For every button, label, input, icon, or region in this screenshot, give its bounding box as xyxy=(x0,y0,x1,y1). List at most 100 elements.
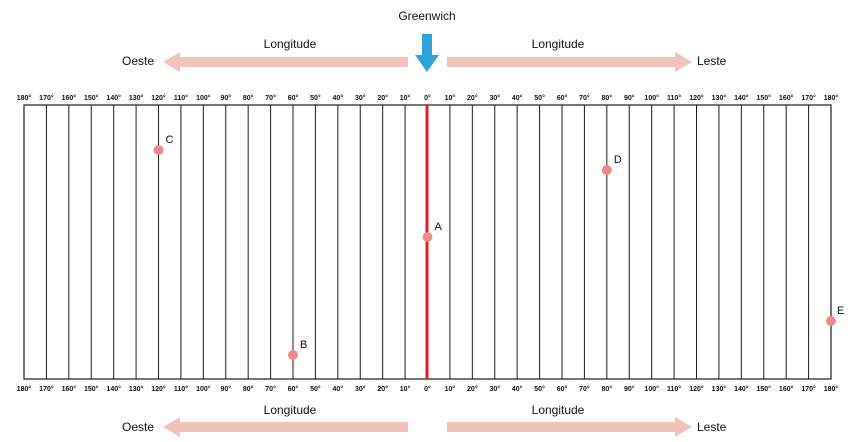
tick-label-top: 50° xyxy=(310,94,321,102)
tick-label-top: 60° xyxy=(557,94,568,102)
tick-label-top: 40° xyxy=(333,94,344,102)
tick-label-bottom: 150° xyxy=(757,385,772,393)
tick-label-bottom: 60° xyxy=(288,385,299,393)
longitude-label-top-right: Longitude xyxy=(532,37,585,51)
tick-label-top: 30° xyxy=(355,94,366,102)
tick-label-top: 110° xyxy=(667,94,681,102)
tick-label-bottom: 100° xyxy=(196,385,211,393)
tick-label-top: 10° xyxy=(445,94,456,102)
point-b-label: B xyxy=(300,339,307,351)
east-label-bottom: Leste xyxy=(697,420,727,434)
tick-label-bottom: 120° xyxy=(151,385,166,393)
tick-label-bottom: 70° xyxy=(265,385,276,393)
tick-label-top: 20° xyxy=(467,94,478,102)
tick-label-top: 100° xyxy=(644,94,659,102)
tick-label-top: 60° xyxy=(288,94,299,102)
tick-label-top: 140° xyxy=(106,94,121,102)
tick-label-top: 50° xyxy=(534,94,545,102)
tick-label-top: 40° xyxy=(512,94,523,102)
tick-label-bottom: 20° xyxy=(467,385,478,393)
tick-label-top: 80° xyxy=(243,94,254,102)
longitude-label-bottom-left: Longitude xyxy=(264,403,317,417)
tick-label-top: 170° xyxy=(801,94,816,102)
point-e-label: E xyxy=(837,305,844,317)
greenwich-arrow xyxy=(415,34,439,72)
tick-label-bottom: 80° xyxy=(602,385,613,393)
tick-label-top: 130° xyxy=(129,94,144,102)
tick-label-top: 130° xyxy=(712,94,727,102)
point-a-label: A xyxy=(435,221,443,233)
point-a-marker xyxy=(422,232,433,242)
longitude-label-bottom-right: Longitude xyxy=(532,403,585,417)
tick-label-top: 0° xyxy=(424,94,431,102)
longitude-label-top-left: Longitude xyxy=(264,37,317,51)
tick-label-bottom: 20° xyxy=(377,385,388,393)
tick-label-bottom: 160° xyxy=(779,385,794,393)
tick-label-bottom: 100° xyxy=(644,385,659,393)
tick-label-top: 140° xyxy=(734,94,749,102)
tick-label-bottom: 140° xyxy=(734,385,749,393)
tick-label-bottom: 30° xyxy=(489,385,500,393)
points-layer: A B C D E xyxy=(153,134,844,360)
point-b-marker xyxy=(288,350,298,360)
tick-label-bottom: 90° xyxy=(624,385,635,393)
tick-label-bottom: 10° xyxy=(445,385,456,393)
tick-label-top: 100° xyxy=(196,94,211,102)
tick-label-top: 30° xyxy=(489,94,500,102)
west-arrow-bottom xyxy=(163,417,408,437)
west-label-top: Oeste xyxy=(122,54,154,68)
tick-label-bottom: 170° xyxy=(39,385,54,393)
point-c-marker xyxy=(153,145,164,155)
west-arrow-top xyxy=(163,52,408,72)
tick-label-bottom: 50° xyxy=(534,385,545,393)
tick-label-bottom: 160° xyxy=(62,385,77,393)
tick-label-top: 80° xyxy=(602,94,613,102)
east-arrow-top xyxy=(447,52,692,72)
tick-label-top: 160° xyxy=(779,94,794,102)
longitude-grid xyxy=(23,104,832,380)
tick-labels-bottom: 180° 170° 160° 150° 140° 130° 120° 110° 100° 90° 8… xyxy=(17,385,839,393)
tick-label-top: 70° xyxy=(579,94,590,102)
tick-label-bottom: 170° xyxy=(801,385,816,393)
tick-label-bottom: 60° xyxy=(557,385,568,393)
tick-label-bottom: 40° xyxy=(333,385,344,393)
greenwich-label: Greenwich xyxy=(398,9,455,23)
tick-label-top: 10° xyxy=(400,94,411,102)
tick-label-bottom: 140° xyxy=(106,385,121,393)
point-d-marker xyxy=(601,165,612,175)
tick-label-bottom: 110° xyxy=(667,385,681,393)
tick-label-bottom: 70° xyxy=(579,385,590,393)
tick-label-top: 160° xyxy=(62,94,77,102)
tick-label-top: 90° xyxy=(220,94,231,102)
tick-label-bottom: 80° xyxy=(243,385,254,393)
west-label-bottom: Oeste xyxy=(122,420,154,434)
tick-label-bottom: 150° xyxy=(84,385,99,393)
tick-label-top: 170° xyxy=(39,94,54,102)
tick-label-bottom: 180° xyxy=(17,385,32,393)
tick-label-top: 120° xyxy=(689,94,704,102)
tick-label-top: 150° xyxy=(84,94,99,102)
point-d-label: D xyxy=(614,154,622,166)
tick-label-bottom: 40° xyxy=(512,385,523,393)
tick-label-bottom: 130° xyxy=(129,385,144,393)
tick-label-bottom: 30° xyxy=(355,385,366,393)
tick-label-top: 180° xyxy=(824,94,839,102)
east-label-top: Leste xyxy=(697,54,727,68)
tick-label-bottom: 120° xyxy=(689,385,704,393)
tick-label-bottom: 110° xyxy=(174,385,188,393)
tick-label-bottom: 0° xyxy=(424,385,431,393)
tick-label-top: 120° xyxy=(151,94,166,102)
tick-label-top: 110° xyxy=(174,94,188,102)
point-c-label: C xyxy=(166,134,174,146)
tick-label-top: 90° xyxy=(624,94,635,102)
tick-label-bottom: 180° xyxy=(824,385,839,393)
tick-labels-top: 180° 170° 160° 150° 140° 130° 120° 110° 100° 90° 8… xyxy=(17,94,839,102)
tick-label-top: 70° xyxy=(265,94,276,102)
point-e-marker xyxy=(826,316,836,326)
tick-label-top: 180° xyxy=(17,94,32,102)
tick-label-bottom: 50° xyxy=(310,385,321,393)
tick-label-bottom: 90° xyxy=(220,385,231,393)
tick-label-top: 20° xyxy=(377,94,388,102)
tick-label-bottom: 130° xyxy=(712,385,727,393)
